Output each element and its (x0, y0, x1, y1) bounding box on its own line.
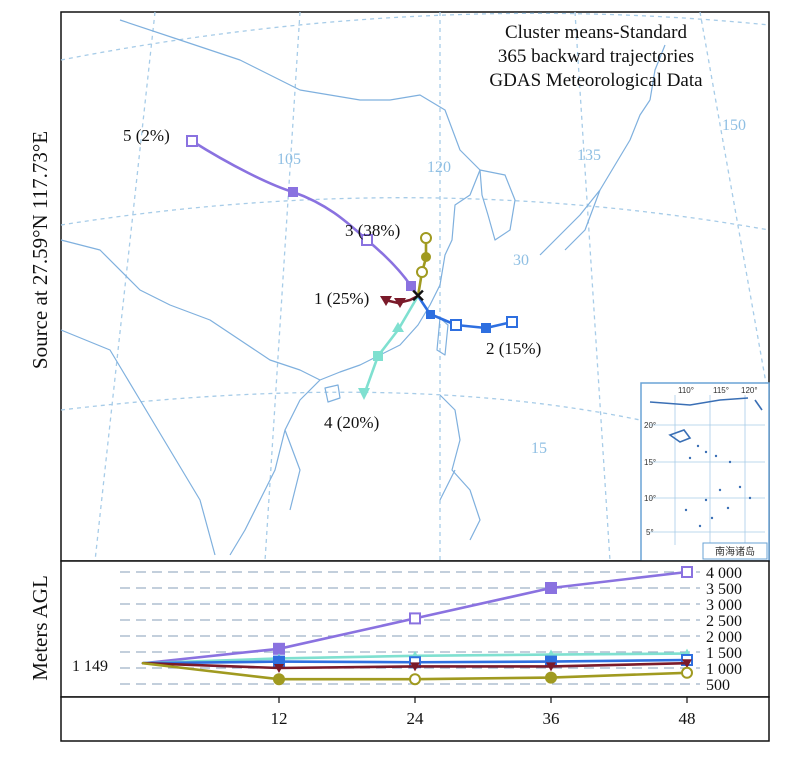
marker-5-mid2 (361, 234, 373, 246)
marker-5-mid3 (406, 281, 416, 291)
inset-caption: 南海诸岛 (715, 545, 755, 558)
source-label: Source at 27.59°N 117.73°E (28, 131, 52, 369)
marker-2-mid2 (450, 319, 462, 331)
series-point-cluster-3 (681, 666, 693, 679)
parallel-45 (60, 12, 770, 61)
inset-lon-115: 115° (713, 386, 729, 395)
lat-label-30: 30 (513, 252, 529, 269)
series-point-cluster-1 (274, 664, 284, 673)
x-tick-label: 24 (407, 709, 425, 728)
cluster-label-1: 1 (25%) (314, 289, 369, 308)
map-title-line2: 365 backward trajectories (498, 46, 694, 67)
map-panel: 105 120 135 150 30 15 Cluster means-Stan… (60, 11, 770, 562)
cluster-label-2: 2 (15%) (486, 339, 541, 358)
indochina (229, 379, 321, 556)
graticule (60, 11, 770, 562)
hainan (324, 384, 341, 403)
marker-5-mid1 (288, 187, 298, 197)
philippines (439, 394, 481, 541)
series-point-cluster-1 (546, 662, 556, 672)
marker-3-mid1 (421, 252, 431, 262)
chart-ylabel: Meters AGL (28, 575, 52, 681)
inset-lat-10: 10° (644, 494, 656, 503)
chart-series (141, 566, 693, 686)
series-point-cluster-5 (681, 566, 693, 578)
inset-lon-120: 120° (741, 386, 758, 395)
parallel-15 (60, 391, 641, 421)
meridian-135 (574, 11, 611, 562)
inset-lat-5: 5° (646, 528, 654, 537)
series-point-cluster-1 (682, 659, 692, 669)
map-title-line3: GDAS Meteorological Data (489, 70, 703, 91)
inset-lon-110: 110° (678, 386, 694, 395)
x-axis-band (60, 696, 770, 742)
taiwan (436, 317, 449, 356)
series-point-cluster-1 (410, 662, 420, 672)
series-point-cluster-5 (545, 582, 557, 594)
lon-label-105: 105 (277, 151, 301, 168)
x-tick-label: 48 (679, 709, 696, 728)
trajectory-1 (383, 294, 420, 305)
inset-lat-20: 20° (644, 421, 656, 430)
x-tick-label: 36 (543, 709, 560, 728)
marker-2-mid1 (426, 310, 435, 319)
inset-map: 110° 115° 120° 20° 15° 10° 5° 南海诸岛 (640, 382, 770, 562)
cluster-label-4: 4 (20%) (324, 413, 379, 432)
inset-coast (649, 397, 763, 443)
y-tick-label: 3 000 (706, 597, 742, 614)
series-point-cluster-3 (273, 673, 285, 686)
meridian-105 (264, 11, 301, 562)
meridian-150 (699, 11, 770, 401)
marker-2-mid3 (481, 323, 491, 333)
parallel-30 (60, 197, 770, 231)
inset-lat-15: 15° (644, 458, 656, 467)
lat-label-15: 15 (531, 440, 547, 457)
y-tick-label: 4 000 (706, 565, 742, 582)
lon-label-120: 120 (427, 159, 451, 176)
japan-islands (539, 44, 666, 256)
trajectory-4 (362, 294, 420, 397)
marker-3-mid2 (416, 266, 428, 278)
y-tick-label: 1 500 (706, 645, 742, 662)
y-tick-label: 2 000 (706, 629, 742, 646)
cluster-label-3: 3 (38%) (345, 221, 400, 240)
marker-1-mid (394, 298, 406, 308)
trajectory-3 (416, 234, 428, 298)
inset-frame (640, 382, 770, 562)
trajectory-5 (190, 139, 420, 298)
map-title-line1: Cluster means-Standard (505, 22, 688, 43)
map-markers: ✕ (186, 135, 518, 400)
marker-1-end (380, 296, 392, 306)
y-tick-label: 2 500 (706, 613, 742, 630)
lon-label-135: 135 (577, 147, 601, 164)
lon-label-150: 150 (722, 117, 746, 134)
cluster-label-5: 5 (2%) (123, 126, 170, 145)
mainland-border (60, 239, 321, 556)
marker-4-end (358, 388, 370, 400)
y-tick-label: 1 000 (706, 661, 742, 678)
mongolia-border (119, 19, 390, 101)
korea-peninsula (479, 169, 516, 241)
marker-3-end (420, 232, 432, 244)
chart-x-ticks: 12 24 36 48 (271, 697, 696, 728)
marker-5-end (186, 135, 198, 147)
marker-2-end (506, 316, 518, 328)
x-tick-label: 12 (271, 709, 288, 728)
series-point-cluster-5 (273, 642, 285, 655)
marker-4-mid2 (373, 351, 383, 361)
series-point-cluster-3 (545, 671, 557, 684)
source-marker: ✕ (410, 286, 425, 306)
series-point-cluster-5 (409, 612, 421, 625)
marker-4-mid1 (392, 322, 404, 332)
y-tick-label: 500 (706, 677, 730, 694)
start-height-label: 1 149 (72, 658, 108, 675)
y-tick-label: 3 500 (706, 581, 742, 598)
series-point-cluster-3 (409, 673, 421, 686)
